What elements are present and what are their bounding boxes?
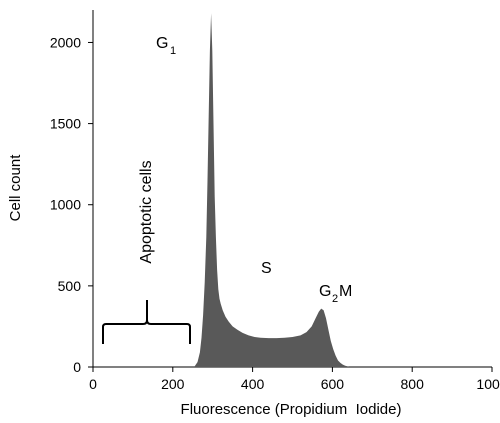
x-axis-ticks: 0 200 400 600 800 1000: [89, 367, 500, 392]
apoptotic-cells-label: Apoptotic cells: [138, 160, 155, 263]
y-tick-label: 2000: [50, 34, 81, 50]
x-axis-title: Fluorescence (Propidium Iodide): [181, 401, 402, 418]
g2m-label-subscript: 2: [332, 293, 338, 305]
x-tick-label: 400: [241, 376, 265, 392]
y-tick-label: 500: [58, 278, 82, 294]
x-tick-label: 800: [401, 376, 425, 392]
x-tick-label: 0: [89, 376, 97, 392]
y-axis-title: Cell count: [7, 154, 24, 222]
g1-label-subscript: 1: [170, 45, 176, 57]
x-tick-label: 600: [321, 376, 345, 392]
s-phase-label: S: [261, 260, 272, 277]
x-tick-label: 1000: [476, 376, 500, 392]
g2m-label-m: M: [339, 283, 352, 300]
y-axis-ticks: 0 500 1000 1500 2000: [50, 34, 93, 375]
g1-label-main: G: [156, 35, 168, 52]
histogram-area: [194, 13, 349, 367]
g1-label: G 1: [156, 35, 176, 57]
y-tick-label: 1500: [50, 116, 81, 132]
y-tick-label: 0: [73, 359, 81, 375]
apoptotic-bracket: [102, 300, 191, 344]
g2m-label-g: G: [319, 283, 331, 300]
g2m-label: G 2 M: [319, 283, 352, 305]
x-tick-label: 200: [161, 376, 185, 392]
y-tick-label: 1000: [50, 197, 81, 213]
